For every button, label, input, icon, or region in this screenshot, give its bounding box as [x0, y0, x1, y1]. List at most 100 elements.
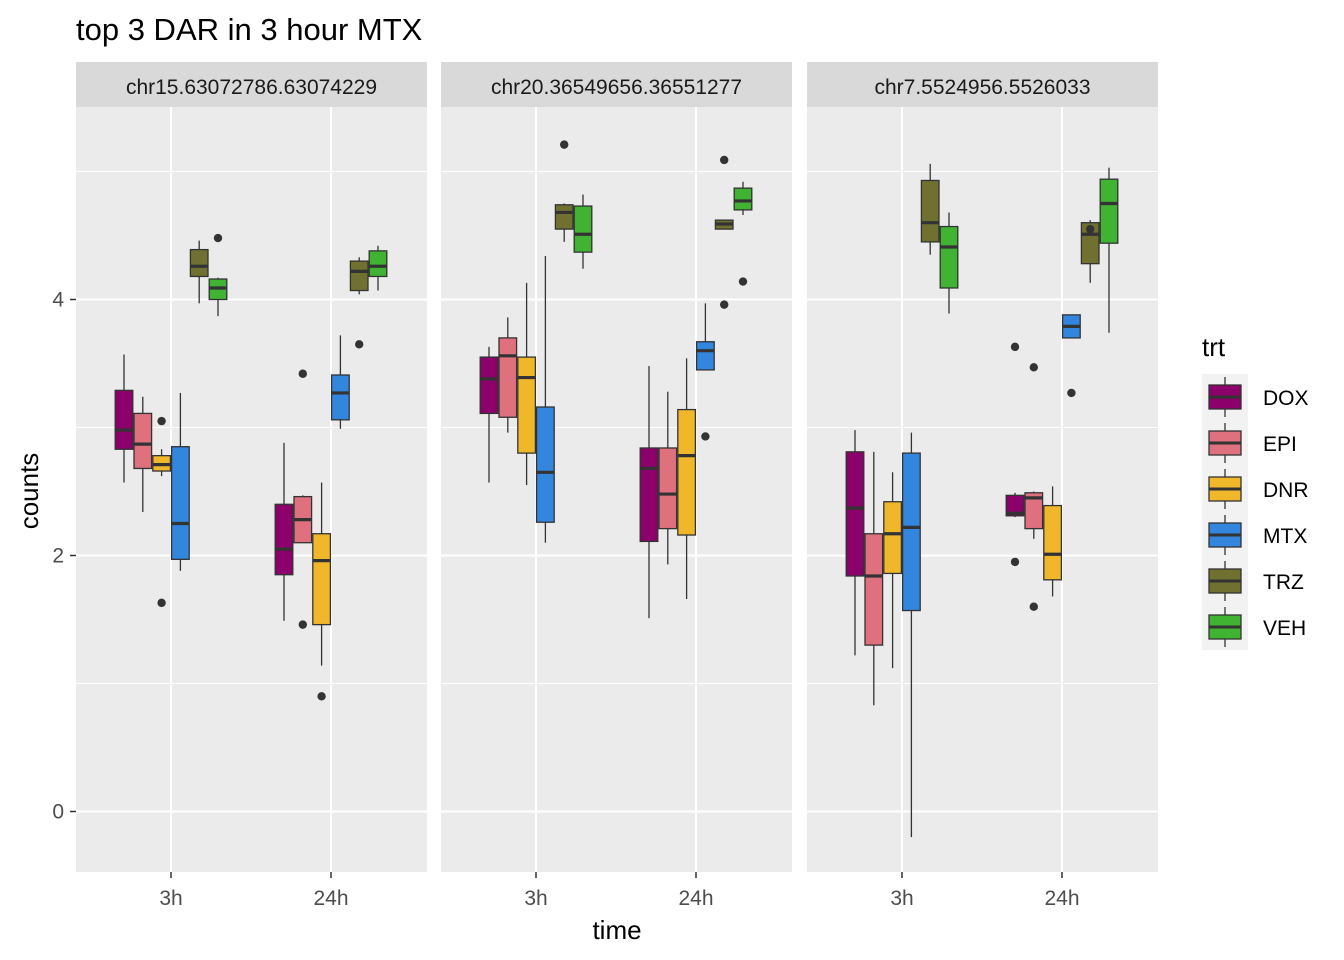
box-mtx-3h — [170, 392, 190, 571]
outlier-point — [720, 155, 729, 165]
x-tick-label-24h: 24h — [678, 887, 713, 910]
box-mtx-24h — [1061, 314, 1081, 398]
outlier-point — [1029, 602, 1039, 611]
box-epi-3h — [498, 317, 518, 433]
box-iqr — [864, 533, 884, 646]
box-dnr-3h — [152, 416, 172, 608]
box-veh-3h — [573, 194, 593, 269]
box-epi-24h — [1024, 363, 1044, 611]
box-iqr — [349, 260, 369, 292]
y-tick-label-0: 0 — [52, 801, 64, 824]
panel-3: chr7.5524956.5526033 3h 24h — [807, 62, 1158, 910]
facet-strip — [807, 62, 1158, 107]
box-dox-24h — [274, 442, 294, 621]
box-iqr — [274, 503, 294, 576]
box-veh-24h — [733, 181, 753, 286]
legend-label-dox: DOX — [1263, 387, 1309, 410]
outlier-point — [298, 620, 307, 629]
box-dnr-24h — [312, 482, 332, 701]
outlier-point — [317, 692, 326, 701]
x-tick-label-24h: 24h — [1044, 887, 1079, 910]
box-iqr — [330, 374, 350, 421]
box-epi-3h — [864, 451, 884, 706]
legend-label-epi: EPI — [1263, 433, 1297, 456]
x-tick-label-24h: 24h — [313, 887, 348, 910]
box-trz-3h — [189, 240, 209, 304]
box-trz-24h — [1080, 220, 1100, 283]
y-axis-title: counts — [14, 453, 44, 530]
box-veh-24h — [1099, 167, 1119, 333]
x-axis-title: time — [592, 915, 641, 945]
facet-strip — [76, 62, 427, 107]
box-iqr — [733, 187, 753, 211]
y-tick-label-2: 2 — [52, 545, 64, 568]
panel-2: chr20.36549656.36551277 3h 24h — [441, 62, 792, 910]
box-dox-3h — [845, 430, 865, 656]
facet-strip-label: chr15.63072786.63074229 — [126, 76, 377, 99]
box-dnr-24h — [1043, 486, 1063, 597]
x-tick-label-3h: 3h — [159, 887, 182, 910]
legend-label-trz: TRZ — [1263, 571, 1304, 594]
box-veh-3h — [939, 212, 959, 314]
box-iqr — [677, 408, 697, 536]
box-iqr — [920, 179, 940, 243]
outlier-point — [701, 432, 710, 441]
box-iqr — [312, 533, 332, 626]
box-dox-3h — [479, 346, 499, 483]
box-iqr — [639, 447, 659, 543]
box-epi-24h — [293, 369, 313, 629]
box-iqr — [1043, 504, 1063, 581]
legend-entry-epi: EPI — [1202, 420, 1297, 466]
box-veh-3h — [208, 233, 228, 317]
box-trz-3h — [554, 140, 574, 242]
box-trz-24h — [349, 257, 369, 349]
legend-entry-mtx: MTX — [1202, 512, 1307, 558]
y-axis: 0 2 4 — [52, 289, 76, 824]
box-iqr — [479, 356, 499, 415]
box-iqr — [1005, 494, 1025, 517]
outlier-point — [1029, 363, 1039, 372]
box-iqr — [114, 389, 134, 450]
box-mtx-24h — [330, 335, 350, 429]
box-mtx-3h — [901, 432, 921, 838]
legend-entry-trz: TRZ — [1202, 558, 1304, 604]
box-epi-24h — [658, 391, 678, 565]
box-iqr — [939, 225, 959, 289]
box-iqr — [573, 205, 593, 253]
outlier-point — [298, 369, 307, 378]
outlier-point — [157, 598, 166, 608]
y-tick-label-4: 4 — [52, 289, 64, 312]
box-iqr — [535, 406, 555, 523]
legend-label-veh: VEH — [1263, 617, 1306, 640]
panel-background — [441, 107, 792, 872]
box-veh-24h — [368, 245, 388, 291]
box-iqr — [517, 356, 537, 454]
box-trz-24h — [714, 155, 734, 309]
x-tick-label-3h: 3h — [524, 887, 547, 910]
box-iqr — [845, 451, 865, 577]
box-dox-24h — [1005, 342, 1025, 567]
box-iqr — [189, 248, 209, 278]
box-iqr — [133, 412, 153, 470]
facet-strip — [441, 62, 792, 107]
outlier-point — [720, 300, 729, 309]
box-iqr — [170, 446, 190, 560]
box-iqr — [658, 447, 678, 530]
box-iqr — [1099, 178, 1119, 244]
box-epi-3h — [133, 396, 153, 512]
box-dnr-24h — [677, 358, 697, 600]
legend-entry-veh: VEH — [1202, 604, 1306, 650]
box-iqr — [883, 501, 903, 575]
outlier-point — [738, 277, 748, 286]
panel-background — [76, 107, 427, 872]
outlier-point — [1067, 388, 1076, 398]
x-tick-label-3h: 3h — [890, 887, 913, 910]
box-iqr — [368, 250, 388, 278]
facet-strip-label: chr20.36549656.36551277 — [491, 76, 742, 99]
box-iqr — [695, 341, 715, 371]
panel-1: chr15.63072786.63074229 3h 24h — [76, 62, 427, 910]
outlier-point — [213, 233, 223, 243]
legend-entry-dnr: DNR — [1202, 466, 1309, 512]
